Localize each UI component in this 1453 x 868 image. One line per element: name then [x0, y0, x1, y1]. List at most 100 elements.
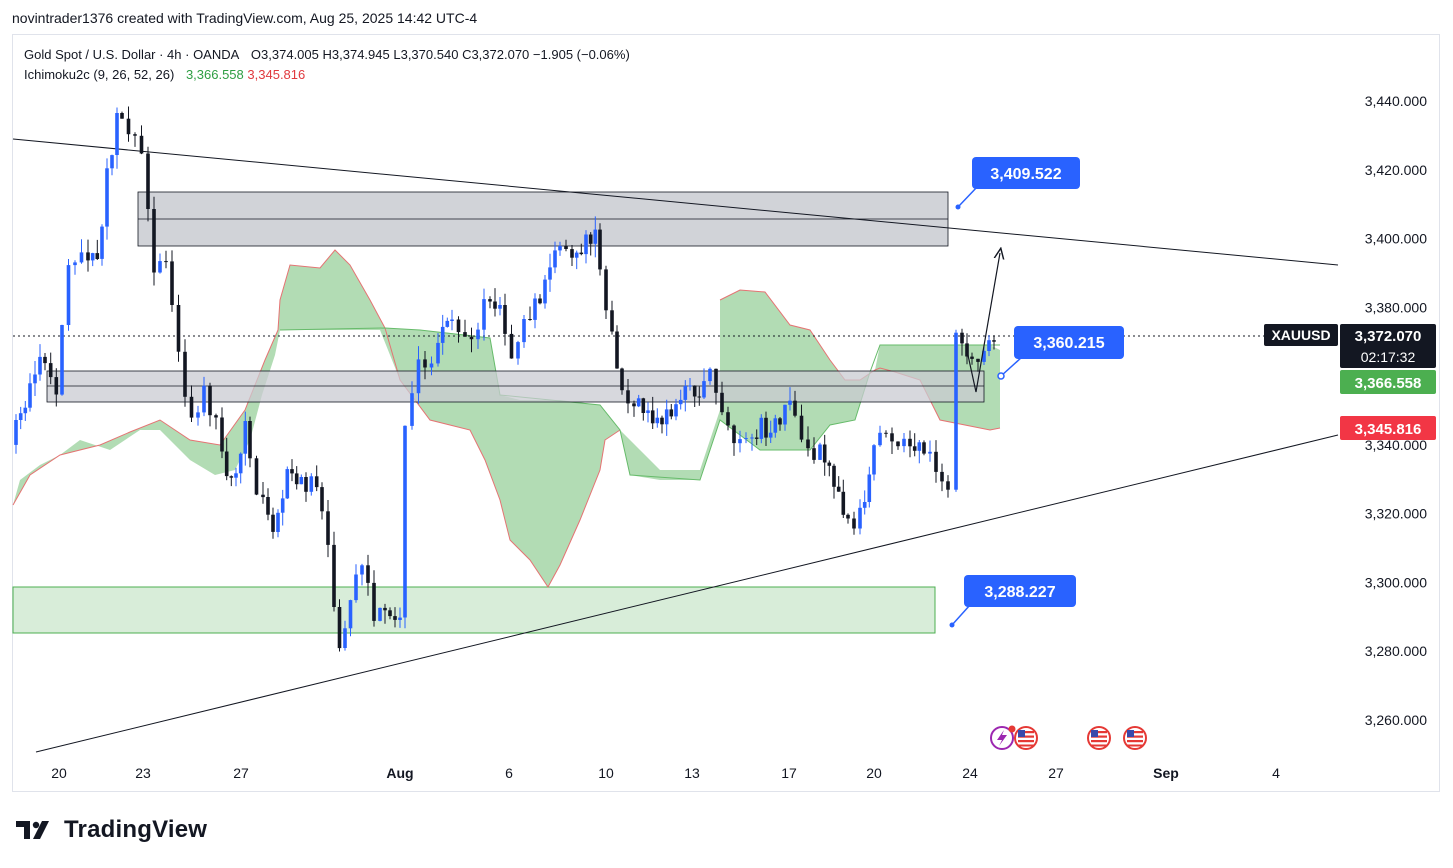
candle-body: [152, 209, 156, 273]
candle-body: [702, 381, 706, 398]
price-axis[interactable]: 3,260.000 3,280.000 3,300.000 3,320.000 3,34…: [1365, 93, 1427, 728]
candle-body: [708, 368, 712, 382]
callout-3409[interactable]: 3,409.522: [955, 157, 1081, 210]
y-tick-label: 3,260.000: [1365, 712, 1427, 728]
candle-body: [410, 393, 414, 426]
candle-body: [987, 340, 991, 351]
y-tick-label: 3,400.000: [1365, 231, 1427, 247]
ichimoku-cloud: [13, 250, 1000, 587]
candle-body: [598, 229, 602, 270]
candle-body: [488, 299, 492, 302]
indicator-value-b: 3,345.816: [247, 67, 306, 82]
candle-body: [827, 462, 832, 466]
candle-body: [788, 400, 792, 405]
candle-body: [726, 412, 730, 426]
candle-body: [290, 469, 294, 474]
candle-body: [337, 607, 342, 649]
candle-body: [764, 417, 768, 438]
candle-body: [674, 404, 678, 417]
candle-body: [372, 582, 376, 621]
indicator-name: Ichimoku2c (9, 26, 52, 26): [24, 67, 175, 82]
candle-body: [553, 250, 557, 268]
candle-body: [858, 507, 862, 529]
candle-body: [846, 514, 850, 519]
candle-body: [852, 518, 856, 529]
candle-body: [348, 600, 353, 629]
candle-body: [248, 421, 252, 459]
tradingview-wordmark: TradingView: [64, 816, 208, 843]
candle-body: [862, 502, 867, 508]
candle-body: [220, 417, 224, 452]
candle-body: [928, 451, 932, 454]
projection-path: [965, 253, 1000, 393]
candle-body: [463, 332, 467, 337]
candle-body: [38, 356, 42, 375]
candle-body: [95, 253, 100, 259]
candle-body: [164, 261, 168, 263]
candle-body: [528, 319, 532, 320]
candle-body: [538, 298, 542, 304]
lightning-icon[interactable]: [990, 726, 1014, 750]
candle-body: [208, 385, 212, 416]
candle-body: [393, 616, 397, 620]
candle-body: [429, 363, 434, 368]
candle-body: [615, 331, 619, 369]
candle-body: [692, 385, 697, 397]
candle-body: [516, 342, 520, 359]
candle-body: [234, 473, 238, 478]
candle-body: [229, 476, 234, 478]
last-price-tag: XAUUSD 3,372.070 02:17:32: [1264, 324, 1436, 368]
candle-body: [105, 168, 109, 227]
candle-body: [744, 438, 748, 440]
y-tick-label: 3,420.000: [1365, 162, 1427, 178]
candle-body: [100, 226, 104, 259]
candle-body: [664, 409, 669, 425]
candle-body: [60, 325, 64, 395]
candle-body: [469, 336, 474, 340]
callout-3288[interactable]: 3,288.227: [949, 575, 1077, 628]
candle-body: [750, 437, 754, 439]
event-icons[interactable]: [990, 725, 1147, 750]
callout-3360[interactable]: 3,360.215: [997, 326, 1124, 380]
candle-body: [982, 350, 986, 362]
ascending-trendline: [35, 434, 1339, 753]
candle-body: [54, 377, 59, 395]
candle-body: [574, 252, 579, 258]
tradingview-logo[interactable]: TradingView: [16, 816, 207, 844]
us-flag-icon[interactable]: [1014, 726, 1038, 750]
x-tick-label: 10: [598, 765, 614, 781]
candle-body: [183, 351, 187, 397]
us-flag-icon-3[interactable]: [1123, 726, 1147, 750]
x-tick-label: 24: [962, 765, 978, 781]
candle-body: [86, 252, 90, 261]
candle-body: [254, 458, 259, 495]
candle-body: [720, 392, 724, 413]
us-flag-icon-2[interactable]: [1087, 726, 1111, 750]
candle-body: [299, 477, 304, 485]
candle-body: [33, 374, 37, 384]
time-axis[interactable]: 20 23 27 Aug 6 10 13 17 20 24 27 Sep 4: [51, 765, 1280, 781]
chart-frame[interactable]: [12, 34, 1440, 792]
candle-body: [139, 135, 144, 154]
candle-body: [660, 417, 664, 425]
x-tick-label: 6: [505, 765, 513, 781]
candle-body: [28, 383, 32, 408]
candle-body: [90, 253, 95, 261]
candle-body: [867, 474, 872, 502]
candle-body: [304, 477, 308, 492]
candle-body: [276, 512, 280, 532]
candle-body: [202, 385, 206, 413]
x-tick-label: 23: [135, 765, 151, 781]
x-tick-label: Sep: [1153, 765, 1179, 781]
x-tick-label: 20: [51, 765, 67, 781]
span-b-tag-text: 3,345.816: [1355, 421, 1422, 438]
y-tick-label: 3,340.000: [1365, 437, 1427, 453]
candle-body: [878, 432, 882, 446]
high-value: H3,374.945: [322, 47, 390, 62]
candle-body: [954, 332, 958, 490]
candle-body: [326, 511, 330, 545]
candle-body: [688, 385, 692, 387]
tradingview-logo-icon: [16, 821, 49, 839]
candle-body: [360, 565, 364, 575]
